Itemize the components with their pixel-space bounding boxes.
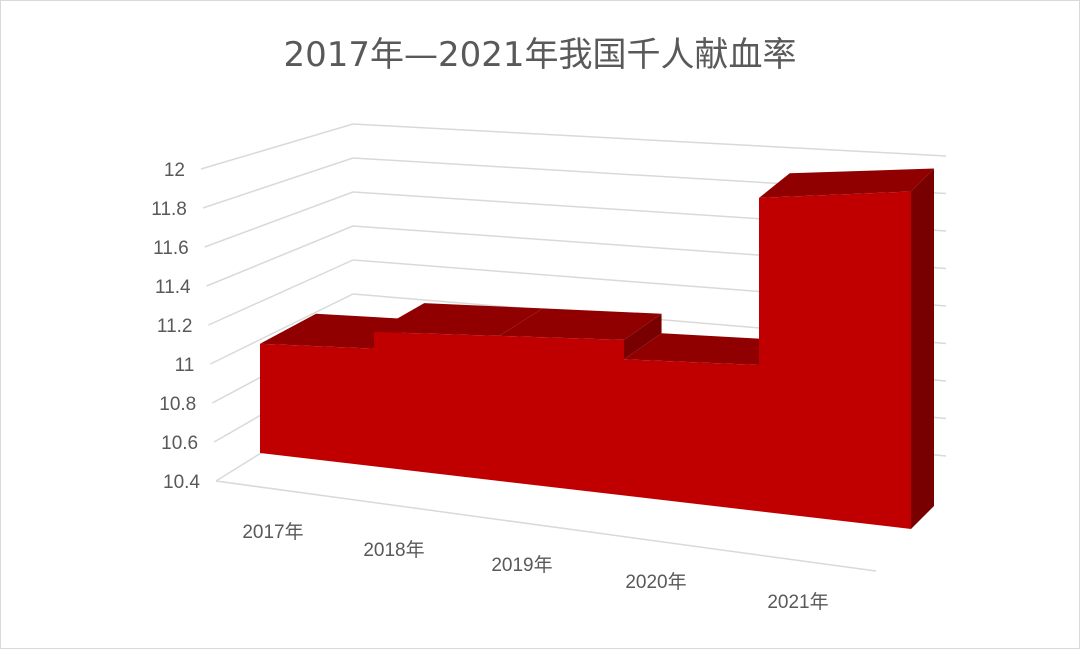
area-top-face-2019年 — [499, 308, 662, 340]
area-top-face-2021年 — [759, 168, 934, 198]
side-gridline — [200, 123, 354, 170]
side-gridline — [202, 157, 354, 209]
side-gridline — [208, 259, 354, 326]
area-step-face — [624, 313, 662, 360]
side-gridline — [210, 293, 354, 365]
y-tick-label: 11.4 — [155, 277, 191, 298]
chart-title: 2017年—2021年我国千人献血率 — [283, 35, 797, 75]
side-gridline — [204, 191, 354, 248]
area-front-face — [260, 191, 911, 529]
y-tick-label: 10.4 — [163, 472, 200, 493]
area-top-face-2020年 — [624, 333, 790, 366]
y-tick-label: 11.8 — [151, 199, 187, 220]
y-tick-label: 12 — [164, 160, 185, 181]
floor-front-edge — [215, 480, 877, 572]
area-top-face-2018年 — [374, 303, 543, 336]
x-tick-label: 2019年 — [491, 554, 552, 576]
y-tick-label: 11 — [175, 355, 195, 376]
area-right-side-face — [911, 168, 934, 529]
y-tick-label: 10.8 — [159, 394, 196, 415]
y-tick-label: 11.2 — [157, 316, 193, 337]
x-tick-label: 2017年 — [242, 521, 303, 543]
side-gridline — [206, 225, 354, 287]
x-tick-label: 2021年 — [767, 591, 828, 613]
x-tick-label: 2018年 — [363, 539, 424, 561]
y-tick-label: 10.6 — [161, 433, 198, 454]
back-gridline — [352, 123, 947, 157]
y-tick-label: 11.6 — [153, 238, 189, 259]
x-tick-label: 2020年 — [625, 571, 686, 593]
